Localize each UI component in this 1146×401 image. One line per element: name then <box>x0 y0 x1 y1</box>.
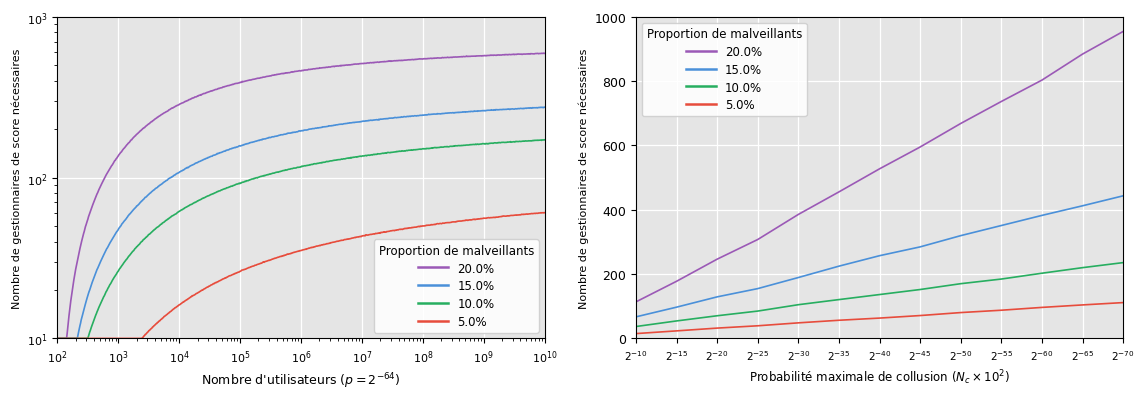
Legend: 20.0%, 15.0%, 10.0%, 5.0%: 20.0%, 15.0%, 10.0%, 5.0% <box>642 24 807 117</box>
Y-axis label: Nombre de gestionnaires de score nécessaires: Nombre de gestionnaires de score nécessa… <box>11 48 22 308</box>
X-axis label: Probabilité maximale de collusion ($N_c \times 10^2$): Probabilité maximale de collusion ($N_c … <box>749 368 1010 386</box>
Y-axis label: Nombre de gestionnaires de score nécessaires: Nombre de gestionnaires de score nécessa… <box>579 48 589 308</box>
Legend: 20.0%, 15.0%, 10.0%, 5.0%: 20.0%, 15.0%, 10.0%, 5.0% <box>374 239 539 333</box>
X-axis label: Nombre d'utilisateurs ($p = 2^{-64}$): Nombre d'utilisateurs ($p = 2^{-64}$) <box>202 371 401 390</box>
